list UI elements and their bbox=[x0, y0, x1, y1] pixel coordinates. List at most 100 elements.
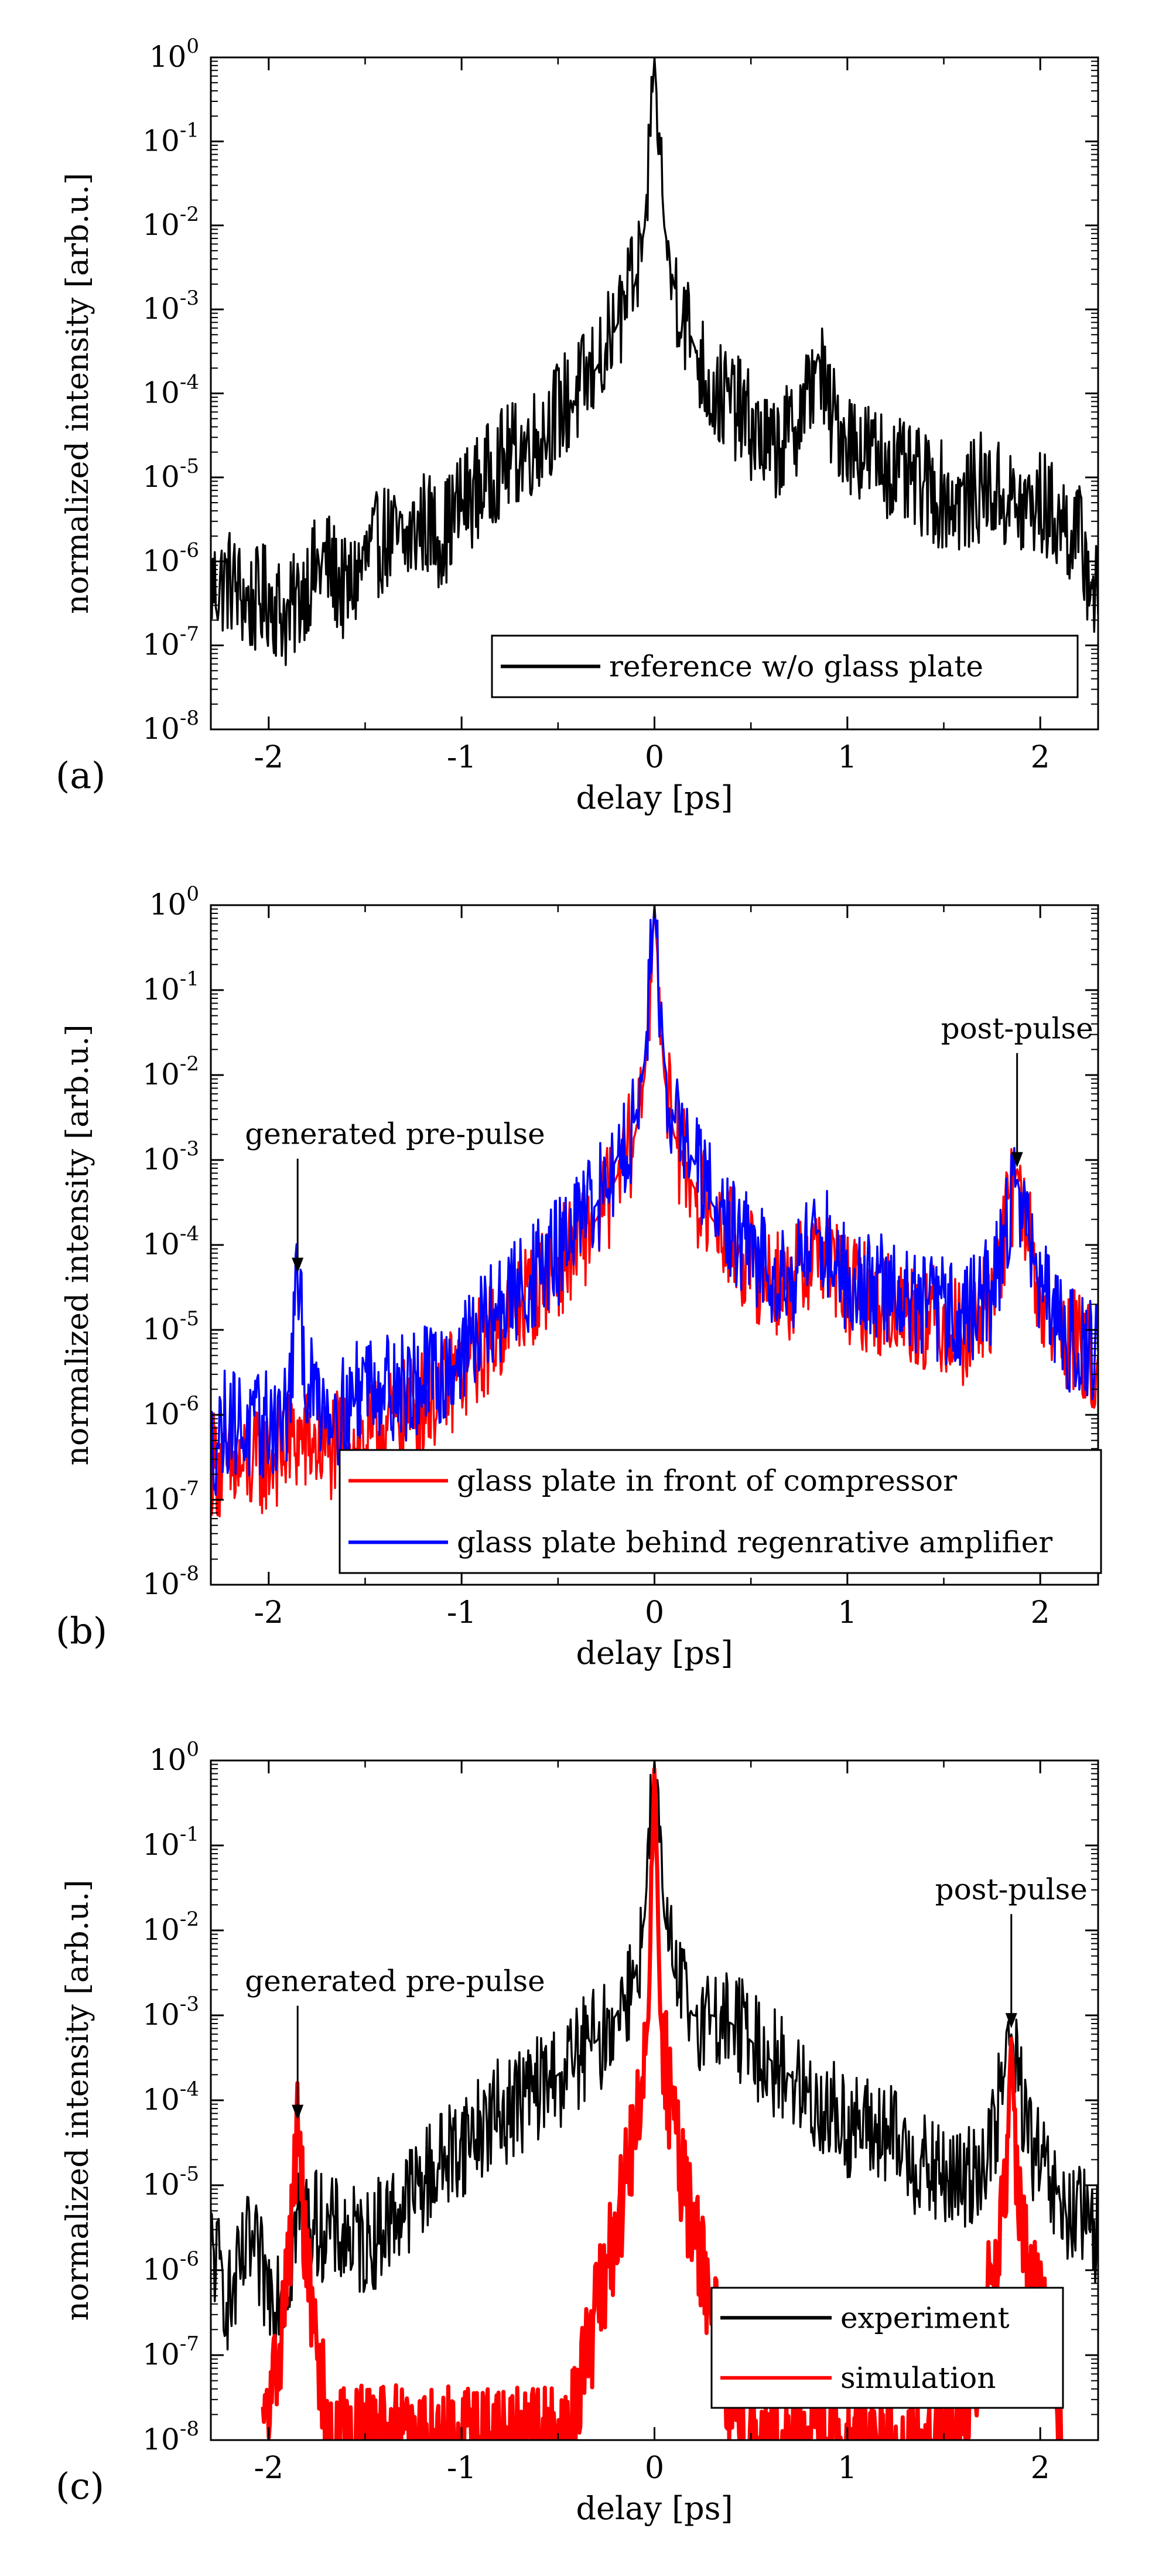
panel-label: (b) bbox=[56, 1609, 107, 1652]
x-tick-label: -2 bbox=[254, 1595, 283, 1630]
y-tick-exponent: -8 bbox=[180, 1562, 199, 1585]
panel-label: (a) bbox=[56, 754, 105, 797]
y-tick-base: 10 bbox=[142, 2083, 180, 2117]
y-axis-label: normalized intensity [arb.u.] bbox=[60, 1025, 95, 1466]
y-tick-label: 10-8 bbox=[142, 707, 199, 746]
y-tick-label: 10-3 bbox=[142, 1137, 199, 1176]
y-tick-exponent: -4 bbox=[180, 371, 199, 394]
x-tick-label: 2 bbox=[1031, 2451, 1050, 2486]
x-tick-label: 1 bbox=[837, 1595, 857, 1630]
y-tick-exponent: -4 bbox=[180, 2077, 199, 2101]
y-tick-base: 10 bbox=[142, 124, 180, 158]
y-tick-label: 100 bbox=[149, 1738, 199, 1777]
y-axis-label: normalized intensity [arb.u.] bbox=[60, 1880, 95, 2321]
y-tick-exponent: -2 bbox=[180, 1908, 199, 1931]
x-tick-label: 2 bbox=[1031, 740, 1050, 775]
y-tick-exponent: -2 bbox=[180, 203, 199, 226]
y-tick-base: 10 bbox=[142, 1312, 180, 1346]
x-axis-label: delay [ps] bbox=[576, 1635, 733, 1671]
y-tick-base: 10 bbox=[142, 1227, 180, 1261]
annotation-arrowhead bbox=[292, 2104, 304, 2120]
legend-label: reference w/o glass plate bbox=[609, 650, 983, 684]
y-axis-label: normalized intensity [arb.u.] bbox=[60, 173, 95, 614]
y-tick-base: 10 bbox=[142, 292, 180, 326]
y-tick-base: 10 bbox=[149, 888, 187, 922]
y-tick-exponent: -6 bbox=[180, 1392, 199, 1415]
x-tick-label: 0 bbox=[645, 2451, 664, 2486]
y-tick-base: 10 bbox=[142, 2168, 180, 2202]
y-tick-base: 10 bbox=[142, 712, 180, 746]
legend-label: glass plate in front of compressor bbox=[457, 1464, 957, 1498]
y-tick-label: 10-3 bbox=[142, 286, 199, 326]
y-tick-label: 10-2 bbox=[142, 1908, 199, 1947]
y-tick-base: 10 bbox=[142, 544, 180, 578]
y-tick-base: 10 bbox=[142, 1998, 180, 2032]
y-tick-base: 10 bbox=[142, 376, 180, 410]
annotation-arrowhead bbox=[292, 1257, 304, 1273]
panel-3: -2 -1 0 1 210010-110-210-310-410-510-610-710… bbox=[56, 1738, 1099, 2527]
annotation-text: generated pre-pulse bbox=[245, 1964, 545, 1998]
panel-2: -2 -1 0 1 210010-110-210-310-410-510-610-710… bbox=[56, 882, 1102, 1671]
annotation-arrowhead bbox=[1011, 1152, 1023, 1168]
y-tick-exponent: -5 bbox=[180, 455, 199, 478]
y-tick-exponent: -4 bbox=[180, 1222, 199, 1246]
y-tick-exponent: 0 bbox=[186, 35, 199, 58]
x-tick-label: -2 bbox=[254, 740, 283, 775]
x-tick-label: -1 bbox=[447, 740, 477, 775]
annotation-text: post-pulse bbox=[935, 1872, 1088, 1906]
x-tick-label: 0 bbox=[645, 740, 664, 775]
y-tick-base: 10 bbox=[142, 460, 180, 494]
y-tick-base: 10 bbox=[142, 973, 180, 1006]
y-tick-label: 10-3 bbox=[142, 1992, 199, 2032]
y-tick-base: 10 bbox=[142, 1828, 180, 1862]
series-line-glass-plate-behind-regenrative-amplifier bbox=[211, 905, 1098, 1496]
annotation-text: post-pulse bbox=[941, 1011, 1093, 1045]
y-tick-label: 10-6 bbox=[142, 2247, 199, 2287]
legend-box bbox=[710, 2287, 1064, 2409]
y-tick-exponent: -7 bbox=[180, 1477, 199, 1500]
y-tick-label: 10-6 bbox=[142, 538, 199, 578]
y-tick-base: 10 bbox=[149, 1743, 187, 1777]
y-tick-label: 10-8 bbox=[142, 1562, 199, 1601]
legend-box bbox=[339, 1449, 1102, 1574]
annotation-arrowhead bbox=[1005, 2013, 1017, 2029]
y-tick-base: 10 bbox=[142, 1482, 180, 1516]
annotation-text: generated pre-pulse bbox=[245, 1117, 545, 1151]
x-tick-label: 1 bbox=[837, 2451, 857, 2486]
y-tick-exponent: -5 bbox=[180, 2162, 199, 2186]
y-tick-exponent: -3 bbox=[180, 1137, 199, 1161]
y-tick-base: 10 bbox=[142, 2338, 180, 2372]
y-tick-exponent: -3 bbox=[180, 286, 199, 310]
y-tick-exponent: -5 bbox=[180, 1307, 199, 1330]
y-tick-label: 10-2 bbox=[142, 1052, 199, 1091]
x-tick-label: -1 bbox=[447, 1595, 477, 1630]
y-tick-exponent: -8 bbox=[180, 707, 199, 730]
y-tick-label: 10-7 bbox=[142, 2332, 199, 2372]
y-tick-label: 10-7 bbox=[142, 623, 199, 662]
y-tick-exponent: -6 bbox=[180, 538, 199, 562]
x-tick-label: 0 bbox=[645, 1595, 664, 1630]
y-tick-label: 10-4 bbox=[142, 371, 199, 410]
y-tick-label: 10-5 bbox=[142, 2162, 199, 2202]
x-tick-label: 1 bbox=[837, 740, 857, 775]
x-axis-label: delay [ps] bbox=[576, 779, 733, 816]
y-tick-label: 10-7 bbox=[142, 1477, 199, 1516]
y-tick-exponent: -6 bbox=[180, 2247, 199, 2271]
x-tick-label: 2 bbox=[1031, 1595, 1050, 1630]
x-tick-label: -1 bbox=[447, 2451, 477, 2486]
y-tick-exponent: 0 bbox=[186, 1738, 199, 1761]
y-tick-exponent: -1 bbox=[180, 118, 199, 142]
y-tick-base: 10 bbox=[142, 2253, 180, 2287]
y-tick-base: 10 bbox=[142, 1567, 180, 1601]
x-axis-label: delay [ps] bbox=[576, 2490, 733, 2527]
y-tick-exponent: -2 bbox=[180, 1052, 199, 1076]
series-line-reference-w-o-glass-plate bbox=[211, 57, 1098, 666]
y-tick-label: 10-5 bbox=[142, 1307, 199, 1346]
legend-label: glass plate behind regenrative amplifier bbox=[457, 1526, 1052, 1560]
series-line-experiment bbox=[211, 1760, 1098, 2351]
y-tick-label: 10-4 bbox=[142, 2077, 199, 2117]
y-tick-label: 10-5 bbox=[142, 455, 199, 494]
y-tick-label: 10-1 bbox=[142, 118, 199, 158]
y-tick-label: 100 bbox=[149, 35, 199, 74]
